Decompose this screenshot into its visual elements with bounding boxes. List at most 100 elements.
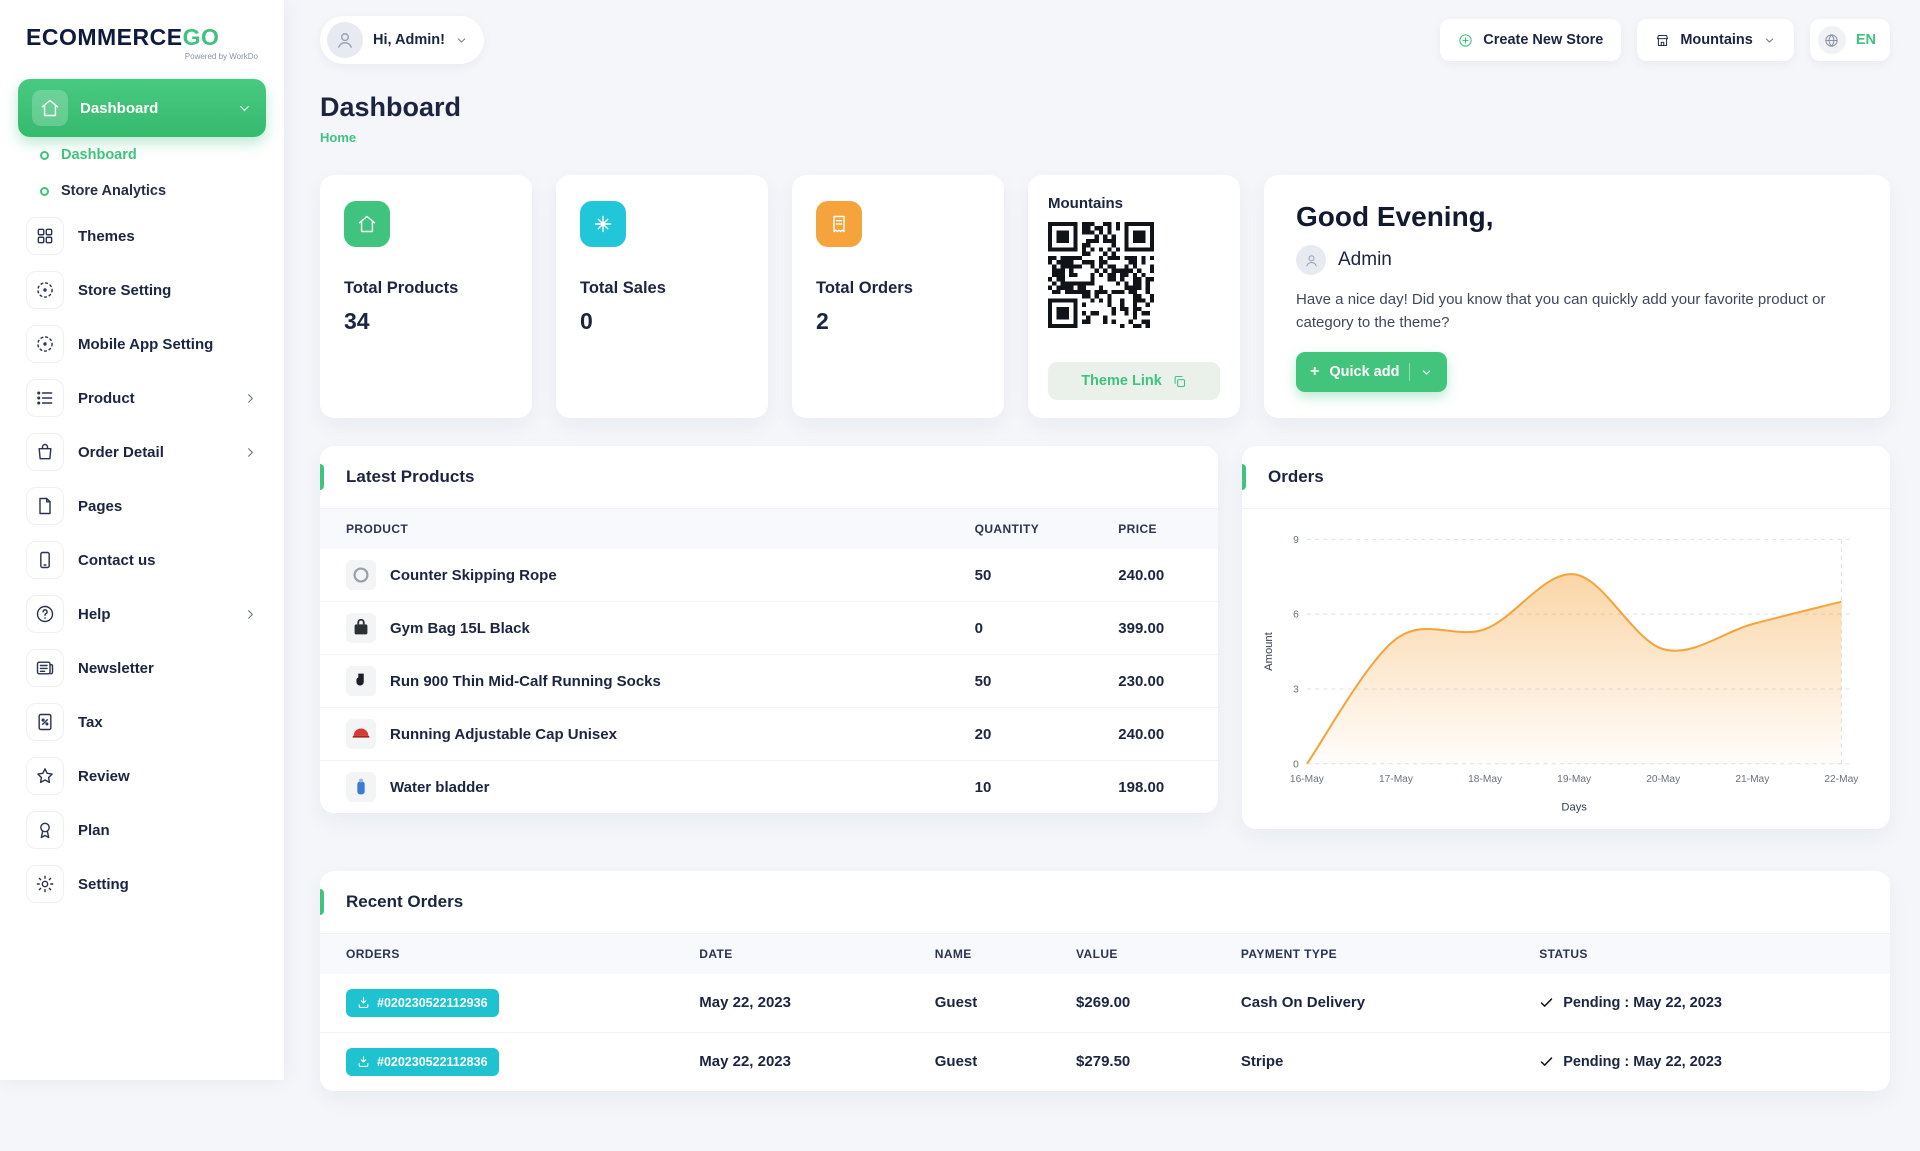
sidebar-item-label: Review xyxy=(78,768,258,785)
product-price: 230.00 xyxy=(1092,655,1218,708)
award-icon xyxy=(26,811,64,849)
dotted-circle-icon xyxy=(26,325,64,363)
sidebar-item-order-detail[interactable]: Order Detail xyxy=(18,425,266,479)
sidebar-item-pages[interactable]: Pages xyxy=(18,479,266,533)
stat-label: Total Sales xyxy=(580,279,744,298)
product-name: Gym Bag 15L Black xyxy=(390,620,530,637)
home-icon xyxy=(32,90,68,126)
sidebar-nav: Dashboard Dashboard Store Analytics Them… xyxy=(18,79,266,911)
sidebar-item-mobile-app-setting[interactable]: Mobile App Setting xyxy=(18,317,266,371)
svg-text:6: 6 xyxy=(1293,610,1299,621)
check-icon xyxy=(1539,1054,1554,1069)
column-header-quantity: QUANTITY xyxy=(949,509,1093,549)
create-new-store-button[interactable]: Create New Store xyxy=(1440,19,1621,61)
list-icon xyxy=(26,379,64,417)
quick-add-label: Quick add xyxy=(1329,364,1399,380)
sidebar-subitem-label: Dashboard xyxy=(61,147,137,163)
sidebar-item-themes[interactable]: Themes xyxy=(18,209,266,263)
gear-icon xyxy=(26,865,64,903)
bullet-icon xyxy=(40,187,49,196)
topbar: Hi, Admin! Create New Store Mountains EN xyxy=(320,16,1890,64)
plus-icon: + xyxy=(1310,364,1319,380)
grid-icon xyxy=(26,217,64,255)
sidebar-item-tax[interactable]: Tax xyxy=(18,695,266,749)
copy-icon xyxy=(1172,374,1187,389)
sidebar-item-setting[interactable]: Setting xyxy=(18,857,266,911)
recent-orders-table: ORDERS DATE NAME VALUE PAYMENT TYPE STAT… xyxy=(320,934,1890,1091)
receipt-icon xyxy=(816,201,862,247)
store-selector-dropdown[interactable]: Mountains xyxy=(1637,19,1794,61)
sidebar-item-label: Help xyxy=(78,606,229,623)
table-row: #020230522112936 May 22, 2023 Guest $269… xyxy=(320,974,1890,1033)
newspaper-icon xyxy=(26,649,64,687)
order-status-label: Pending : May 22, 2023 xyxy=(1563,1054,1722,1070)
sidebar-item-newsletter[interactable]: Newsletter xyxy=(18,641,266,695)
column-header-name: NAME xyxy=(909,934,1050,974)
user-menu[interactable]: Hi, Admin! xyxy=(320,16,484,64)
latest-products-title: Latest Products xyxy=(320,446,1218,509)
breadcrumb[interactable]: Home xyxy=(320,130,356,145)
sidebar-item-label: Product xyxy=(78,390,229,407)
stat-value: 2 xyxy=(816,308,980,335)
theme-qr-code xyxy=(1048,222,1154,328)
svg-text:17-May: 17-May xyxy=(1379,774,1414,785)
sidebar-item-store-setting[interactable]: Store Setting xyxy=(18,263,266,317)
brand-logo-part1: ECOMMERCE xyxy=(26,24,183,50)
svg-text:Days: Days xyxy=(1561,802,1587,814)
theme-link-label: Theme Link xyxy=(1081,373,1162,389)
product-thumbnail xyxy=(346,772,376,802)
total-products-card: Total Products 34 xyxy=(320,175,532,418)
column-header-product: PRODUCT xyxy=(320,509,949,549)
chevron-down-icon xyxy=(455,34,468,47)
sidebar-subitem-store-analytics[interactable]: Store Analytics xyxy=(18,173,266,209)
product-quantity: 50 xyxy=(949,655,1093,708)
order-id-button[interactable]: #020230522112836 xyxy=(346,1048,499,1076)
create-new-store-label: Create New Store xyxy=(1483,32,1603,48)
svg-text:22-May: 22-May xyxy=(1824,774,1859,785)
page-title: Dashboard xyxy=(320,92,1890,123)
sidebar-item-review[interactable]: Review xyxy=(18,749,266,803)
table-row: Running Adjustable Cap Unisex 20 240.00 xyxy=(320,708,1218,761)
sidebar-item-product[interactable]: Product xyxy=(18,371,266,425)
order-id-label: #020230522112936 xyxy=(377,996,488,1010)
middle-row: Latest Products PRODUCT QUANTITY PRICE C… xyxy=(320,446,1890,829)
download-icon xyxy=(357,1055,370,1068)
sidebar-item-contact-us[interactable]: Contact us xyxy=(18,533,266,587)
sidebar-subitem-label: Store Analytics xyxy=(61,183,166,199)
brand-tagline: Powered by WorkDo xyxy=(26,52,258,61)
order-value: $279.50 xyxy=(1050,1032,1215,1091)
sidebar-item-plan[interactable]: Plan xyxy=(18,803,266,857)
theme-link-button[interactable]: Theme Link xyxy=(1048,362,1220,400)
brand-logo[interactable]: ECOMMERCEGO Powered by WorkDo xyxy=(18,24,266,79)
sidebar-item-label: Themes xyxy=(78,228,258,245)
sidebar-item-help[interactable]: Help xyxy=(18,587,266,641)
quick-add-button[interactable]: + Quick add xyxy=(1296,352,1447,392)
product-name: Running Adjustable Cap Unisex xyxy=(390,726,617,743)
svg-text:9: 9 xyxy=(1293,535,1299,546)
table-row: Water bladder 10 198.00 xyxy=(320,761,1218,814)
order-customer-name: Guest xyxy=(909,974,1050,1033)
sidebar-subitem-dashboard[interactable]: Dashboard xyxy=(18,137,266,173)
order-status: Pending : May 22, 2023 xyxy=(1539,995,1864,1011)
product-quantity: 0 xyxy=(949,602,1093,655)
store-selector-label: Mountains xyxy=(1680,32,1753,48)
product-price: 399.00 xyxy=(1092,602,1218,655)
product-quantity: 10 xyxy=(949,761,1093,814)
product-thumbnail xyxy=(346,666,376,696)
caret-down-icon xyxy=(1420,366,1433,379)
order-id-button[interactable]: #020230522112936 xyxy=(346,989,499,1017)
sidebar-item-dashboard[interactable]: Dashboard xyxy=(18,79,266,137)
recent-orders-row: Recent Orders ORDERS DATE NAME VALUE PAY… xyxy=(320,871,1890,1091)
chevron-down-icon xyxy=(237,101,252,116)
language-selector[interactable]: EN xyxy=(1810,19,1890,61)
language-label: EN xyxy=(1856,32,1876,48)
shop-icon xyxy=(1655,33,1670,48)
star-icon xyxy=(26,757,64,795)
orders-chart-title: Orders xyxy=(1242,446,1890,509)
phone-icon xyxy=(26,541,64,579)
greeting-message: Have a nice day! Did you know that you c… xyxy=(1296,289,1858,334)
column-header-value: VALUE xyxy=(1050,934,1215,974)
